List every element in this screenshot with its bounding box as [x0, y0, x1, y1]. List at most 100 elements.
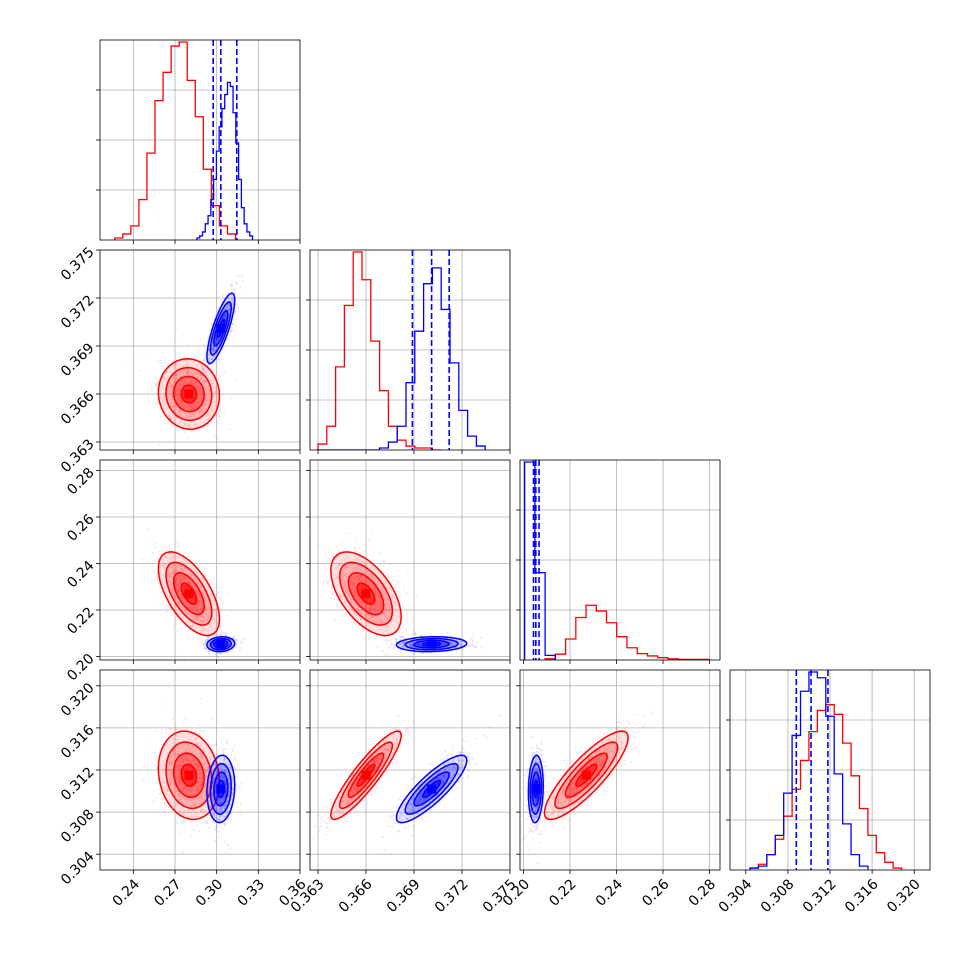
scatter-point: [386, 603, 390, 606]
scatter-point: [178, 793, 181, 796]
scatter-point: [169, 727, 173, 730]
scatter-point: [194, 737, 197, 741]
scatter-point: [419, 643, 422, 646]
scatter-point: [405, 640, 408, 643]
scatter-point: [409, 644, 413, 648]
scatter-point: [194, 618, 197, 621]
scatter-point: [350, 581, 353, 584]
scatter-point: [384, 616, 387, 619]
scatter-point: [179, 372, 182, 375]
scatter-point: [211, 370, 214, 373]
scatter-point: [222, 759, 225, 762]
scatter-point: [201, 757, 204, 760]
scatter-point: [199, 743, 202, 746]
scatter-point: [205, 613, 208, 616]
scatter-point: [200, 777, 203, 781]
scatter-point: [158, 587, 161, 590]
scatter-point: [151, 402, 154, 405]
scatter-point: [386, 568, 389, 571]
scatter-point: [186, 370, 189, 373]
scatter-point: [386, 602, 389, 606]
scatter-point: [175, 583, 179, 586]
scatter-point: [182, 796, 185, 799]
scatter-point: [476, 645, 479, 648]
scatter-point: [223, 757, 226, 760]
scatter-point: [174, 726, 177, 729]
scatter-point: [356, 578, 359, 582]
scatter-point: [195, 588, 198, 591]
scatter-point: [199, 796, 202, 799]
scatter-point: [349, 607, 352, 610]
scatter-point: [210, 349, 214, 352]
scatter-point: [154, 797, 157, 800]
scatter-point: [176, 749, 179, 753]
scatter-point: [375, 605, 378, 608]
scatter-point: [181, 798, 184, 801]
scatter-point: [191, 378, 194, 381]
scatter-point: [176, 398, 179, 402]
scatter-point: [186, 404, 189, 407]
scatter-point: [216, 762, 219, 765]
scatter-point: [377, 604, 380, 607]
scatter-point: [157, 557, 160, 560]
scatter-point: [175, 388, 178, 391]
scatter-point: [369, 545, 372, 548]
scatter-point: [214, 827, 217, 831]
scatter-point: [200, 600, 203, 603]
scatter-point: [211, 642, 214, 645]
scatter-point: [344, 547, 347, 550]
scatter-point: [173, 569, 176, 572]
scatter-point: [361, 571, 364, 574]
scatter-point: [198, 394, 201, 397]
scatter-point: [171, 383, 174, 386]
scatter-point: [340, 597, 343, 600]
scatter-point: [220, 628, 223, 632]
scatter-point: [231, 777, 234, 781]
scatter-point: [176, 584, 179, 587]
scatter-point: [411, 641, 414, 644]
scatter-point: [180, 379, 183, 383]
scatter-point: [361, 571, 364, 574]
scatter-point: [198, 610, 201, 614]
scatter-point: [175, 582, 178, 585]
scatter-point: [214, 391, 217, 394]
scatter-point: [369, 566, 373, 570]
scatter-point: [182, 380, 185, 383]
scatter-point: [178, 410, 181, 413]
scatter-point: [370, 609, 373, 612]
scatter-point: [339, 596, 342, 599]
scatter-point: [177, 761, 180, 764]
scatter-point: [372, 620, 375, 623]
scatter-point: [471, 636, 474, 639]
scatter-point: [216, 753, 219, 757]
scatter-point: [419, 643, 422, 647]
scatter-point: [212, 348, 215, 351]
scatter-point: [376, 583, 379, 587]
scatter-point: [217, 656, 220, 659]
scatter-point: [170, 385, 174, 388]
panel-content: [100, 250, 300, 450]
scatter-point: [224, 308, 227, 311]
scatter-point: [205, 608, 208, 611]
scatter-point: [197, 615, 201, 618]
scatter-point: [184, 786, 187, 789]
scatter-point: [331, 592, 334, 595]
scatter-point: [231, 288, 234, 291]
scatter-point: [408, 644, 412, 647]
scatter-point: [201, 592, 204, 595]
scatter-point: [191, 606, 195, 609]
histogram-series-1: [318, 267, 486, 450]
scatter-point: [399, 636, 402, 639]
scatter-point: [190, 607, 193, 610]
scatter-point: [176, 565, 179, 568]
scatter-point: [208, 353, 211, 356]
scatter-point: [416, 643, 420, 647]
scatter-point: [222, 315, 225, 318]
scatter-point: [186, 802, 189, 805]
scatter-point: [410, 641, 413, 644]
scatter-point: [351, 570, 354, 573]
scatter-point: [196, 781, 200, 784]
scatter-point: [215, 608, 218, 611]
scatter-point: [154, 383, 157, 386]
scatter-point: [374, 592, 377, 595]
